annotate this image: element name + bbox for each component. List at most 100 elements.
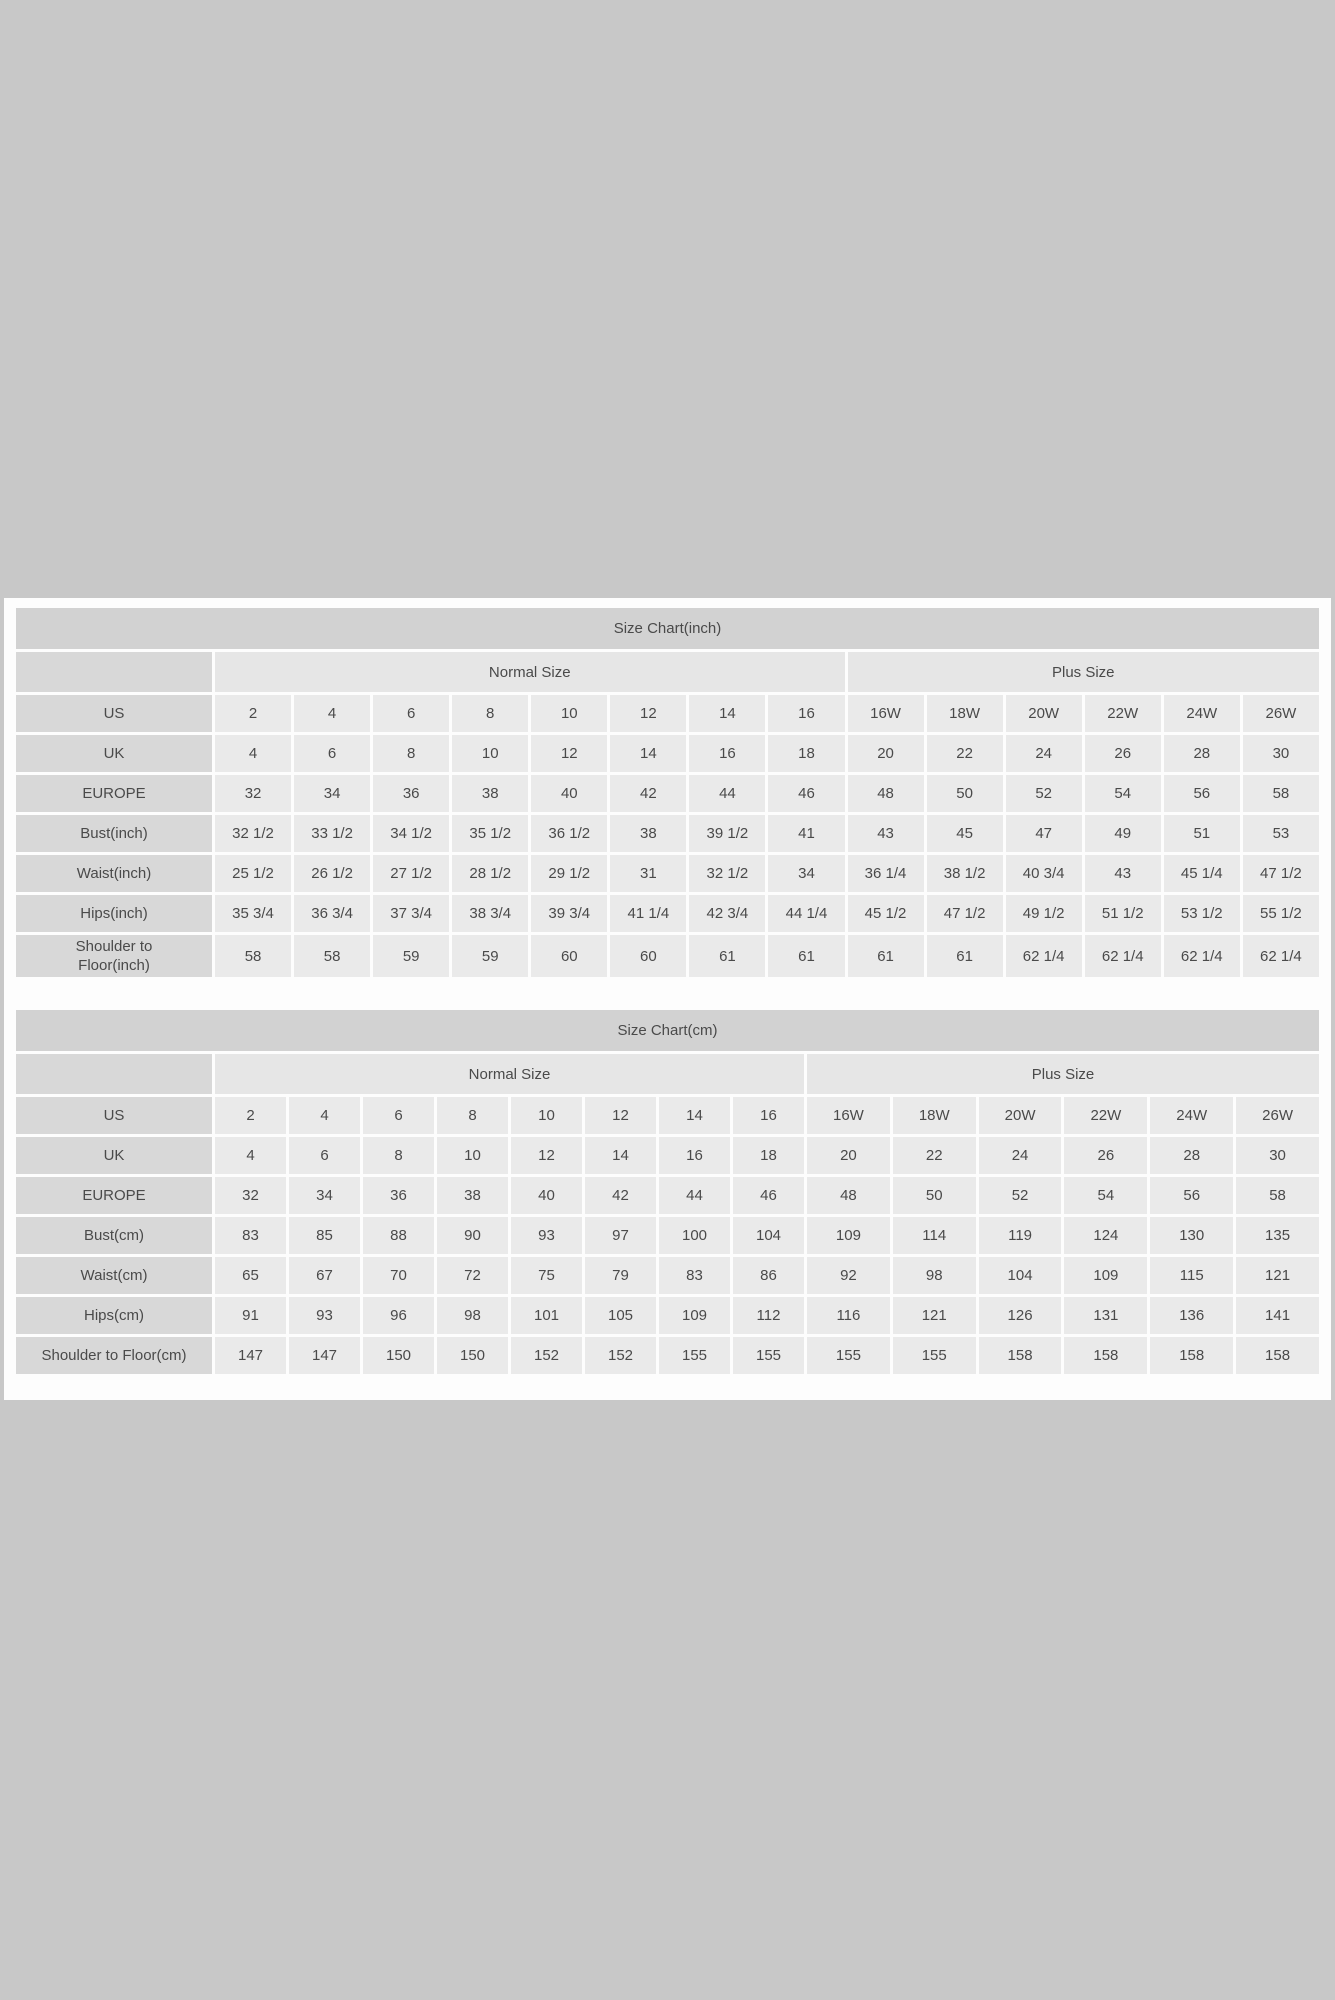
size-value-cell: 30: [1236, 1137, 1319, 1174]
size-value-cell: 38: [437, 1177, 508, 1214]
size-value-cell: 22W: [1084, 695, 1161, 732]
size-value-cell: 38 1/2: [926, 855, 1003, 892]
size-value-cell: 2: [215, 695, 292, 732]
size-value-cell: 131: [1064, 1297, 1148, 1334]
size-value-cell: 53: [1242, 815, 1319, 852]
size-value-cell: 8: [373, 735, 450, 772]
size-value-cell: 83: [659, 1257, 730, 1294]
size-value-cell: 98: [892, 1257, 976, 1294]
table-row: Bust(inch) 32 1/2 33 1/2 34 1/2 35 1/2 36 1/2…: [16, 815, 1319, 852]
row-label: Shoulder to Floor(inch): [16, 935, 212, 977]
size-value-cell: 50: [926, 775, 1003, 812]
size-value-cell: 8: [437, 1097, 508, 1134]
size-value-cell: 62 1/4: [1242, 935, 1319, 977]
table-row: Bust(cm) 83 85 88 90 93 97 100 104 109 114 119 124 13…: [16, 1217, 1319, 1254]
size-value-cell: 47: [1005, 815, 1082, 852]
size-value-cell: 33 1/2: [294, 815, 371, 852]
group-header: Normal Size: [215, 1054, 804, 1094]
size-value-cell: 44: [689, 775, 766, 812]
size-value-cell: 72: [437, 1257, 508, 1294]
size-value-cell: 115: [1150, 1257, 1234, 1294]
size-value-cell: 20: [807, 1137, 890, 1174]
size-value-cell: 30: [1242, 735, 1319, 772]
size-value-cell: 45 1/2: [847, 895, 924, 932]
size-value-cell: 155: [892, 1337, 976, 1374]
size-value-cell: 61: [689, 935, 766, 977]
row-label: US: [16, 1097, 212, 1134]
row-label: US: [16, 695, 212, 732]
size-chart-panel: Size Chart(inch) Normal Size Plus Size US 2 4…: [4, 598, 1331, 1400]
size-value-cell: 86: [733, 1257, 804, 1294]
size-value-cell: 155: [659, 1337, 730, 1374]
size-value-cell: 26 1/2: [294, 855, 371, 892]
row-label: Hips(inch): [16, 895, 212, 932]
size-value-cell: 90: [437, 1217, 508, 1254]
size-value-cell: 109: [807, 1217, 890, 1254]
size-value-cell: 60: [531, 935, 608, 977]
size-value-cell: 52: [1005, 775, 1082, 812]
size-value-cell: 141: [1236, 1297, 1319, 1334]
size-value-cell: 22: [926, 735, 1003, 772]
size-value-cell: 32 1/2: [215, 815, 292, 852]
size-value-cell: 51: [1163, 815, 1240, 852]
size-value-cell: 61: [768, 935, 845, 977]
size-value-cell: 40 3/4: [1005, 855, 1082, 892]
row-label: Bust(inch): [16, 815, 212, 852]
group-header: Plus Size: [847, 652, 1319, 692]
size-value-cell: 24: [978, 1137, 1062, 1174]
size-value-cell: 104: [733, 1217, 804, 1254]
size-value-cell: 36 1/4: [847, 855, 924, 892]
table-row: EUROPE 32 34 36 38 40 42 44 46 48 50 52 54 56 58: [16, 775, 1319, 812]
size-value-cell: 121: [1236, 1257, 1319, 1294]
size-value-cell: 62 1/4: [1005, 935, 1082, 977]
size-value-cell: 147: [215, 1337, 286, 1374]
size-value-cell: 36 1/2: [531, 815, 608, 852]
size-chart-inch-body: Size Chart(inch) Normal Size Plus Size US 2 4…: [16, 608, 1319, 977]
table-row: UK 4 6 8 10 12 14 16 18 20 22 24 26 28 30: [16, 735, 1319, 772]
row-label: Waist(inch): [16, 855, 212, 892]
size-value-cell: 12: [585, 1097, 656, 1134]
size-value-cell: 6: [363, 1097, 434, 1134]
size-value-cell: 36: [363, 1177, 434, 1214]
size-value-cell: 37 3/4: [373, 895, 450, 932]
size-value-cell: 26: [1064, 1137, 1148, 1174]
table-row: EUROPE 32 34 36 38 40 42 44 46 48 50 52 54 56 58: [16, 1177, 1319, 1214]
size-value-cell: 58: [215, 935, 292, 977]
size-value-cell: 35 1/2: [452, 815, 529, 852]
size-value-cell: 46: [733, 1177, 804, 1214]
group-header-row: Normal Size Plus Size: [16, 1054, 1319, 1094]
size-value-cell: 56: [1163, 775, 1240, 812]
row-label: UK: [16, 1137, 212, 1174]
size-value-cell: 36 3/4: [294, 895, 371, 932]
size-value-cell: 109: [1064, 1257, 1148, 1294]
table-row: Shoulder to Floor(cm) 147 147 150 150 152 152 1…: [16, 1337, 1319, 1374]
size-value-cell: 61: [926, 935, 1003, 977]
size-value-cell: 98: [437, 1297, 508, 1334]
size-value-cell: 44 1/4: [768, 895, 845, 932]
table-row: US 2 4 6 8 10 12 14 16 16W 18W 20W 22W 24W 26W: [16, 695, 1319, 732]
size-value-cell: 24W: [1150, 1097, 1234, 1134]
size-value-cell: 56: [1150, 1177, 1234, 1214]
size-value-cell: 6: [294, 735, 371, 772]
size-value-cell: 20W: [978, 1097, 1062, 1134]
size-value-cell: 51 1/2: [1084, 895, 1161, 932]
size-value-cell: 49: [1084, 815, 1161, 852]
size-value-cell: 18W: [892, 1097, 976, 1134]
size-chart-cm-body: Size Chart(cm) Normal Size Plus Size US 2 4 6 8…: [16, 1010, 1319, 1374]
size-value-cell: 8: [363, 1137, 434, 1174]
size-value-cell: 26W: [1236, 1097, 1319, 1134]
size-value-cell: 61: [847, 935, 924, 977]
size-value-cell: 10: [452, 735, 529, 772]
size-value-cell: 54: [1084, 775, 1161, 812]
size-value-cell: 59: [373, 935, 450, 977]
size-value-cell: 18W: [926, 695, 1003, 732]
table-row: Waist(inch) 25 1/2 26 1/2 27 1/2 28 1/2 29 1/…: [16, 855, 1319, 892]
size-value-cell: 105: [585, 1297, 656, 1334]
size-value-cell: 38: [610, 815, 687, 852]
size-value-cell: 4: [289, 1097, 360, 1134]
size-value-cell: 42: [585, 1177, 656, 1214]
size-value-cell: 147: [289, 1337, 360, 1374]
size-value-cell: 43: [1084, 855, 1161, 892]
size-value-cell: 38 3/4: [452, 895, 529, 932]
